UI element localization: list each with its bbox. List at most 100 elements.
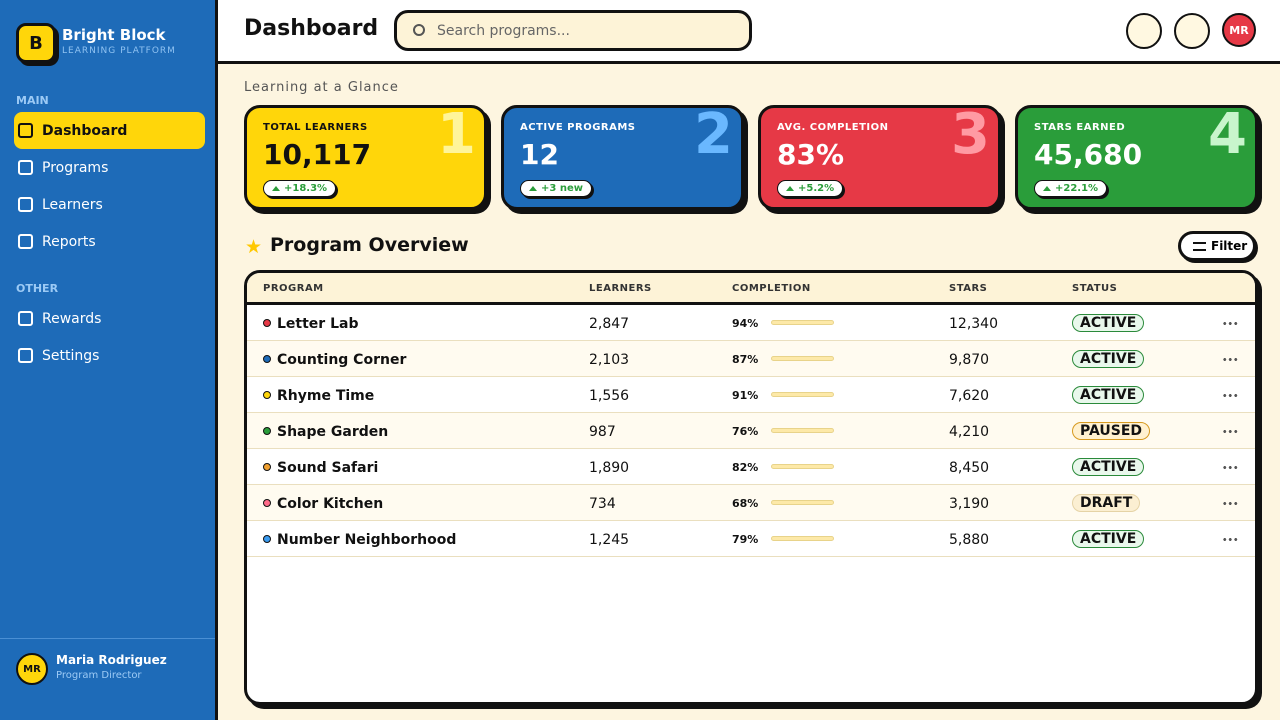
- row-menu[interactable]: [1222, 394, 1238, 397]
- nav-label: Dashboard: [42, 122, 128, 139]
- learners: 734: [589, 496, 616, 512]
- row-menu[interactable]: [1222, 358, 1238, 361]
- section-label: Learning at a Glance: [244, 80, 399, 95]
- program-dot: [263, 463, 271, 471]
- status-badge: ACTIVE: [1072, 458, 1145, 476]
- column-header: LEARNERS: [589, 283, 652, 294]
- nav-item[interactable]: Settings: [14, 337, 205, 374]
- stars: 4,210: [949, 424, 990, 440]
- stat-card: 4 STARS EARNED 45,680 +22.1%: [1015, 105, 1258, 210]
- stat-label: STARS EARNED: [1034, 122, 1126, 133]
- search-icon: [413, 24, 425, 36]
- nav-item[interactable]: Learners: [14, 186, 205, 223]
- search-placeholder: Search programs...: [437, 22, 570, 39]
- table-row: Letter Lab 2,847 94% 12,340 ACTIVE: [247, 305, 1255, 341]
- stat-change: +3 new: [520, 180, 592, 197]
- table-row: Rhyme Time 1,556 91% 7,620 ACTIVE: [247, 377, 1255, 413]
- nav-section: OTHER: [16, 282, 59, 295]
- status-badge: ACTIVE: [1072, 530, 1145, 548]
- program-dot: [263, 535, 271, 543]
- stars: 5,880: [949, 532, 990, 548]
- stat-value: 12: [520, 138, 559, 171]
- logo: B: [16, 23, 56, 63]
- help[interactable]: [1174, 13, 1210, 49]
- nav-item[interactable]: Programs: [14, 149, 205, 186]
- page-title: Dashboard: [244, 16, 379, 41]
- user-avatar[interactable]: MR: [16, 653, 48, 685]
- progress-bar: [771, 536, 834, 541]
- status-badge: ACTIVE: [1072, 314, 1145, 332]
- nav-item[interactable]: Rewards: [14, 300, 205, 337]
- nav-icon: [18, 234, 33, 249]
- table-header: PROGRAM LEARNERS COMPLETION STARS STATUS: [247, 273, 1255, 305]
- filter-button[interactable]: Filter: [1178, 231, 1256, 261]
- stars: 7,620: [949, 388, 990, 404]
- program-dot: [263, 355, 271, 363]
- overview-title: Program Overview: [270, 234, 469, 256]
- stars: 12,340: [949, 316, 998, 332]
- brand-name: Bright Block: [62, 26, 166, 44]
- learners: 1,245: [589, 532, 630, 548]
- progress-bar: [771, 500, 834, 505]
- table-row: Shape Garden 987 76% 4,210 PAUSED: [247, 413, 1255, 449]
- column-header: COMPLETION: [732, 283, 811, 294]
- column-header: STATUS: [1072, 283, 1118, 294]
- learners: 1,890: [589, 460, 630, 476]
- program-dot: [263, 391, 271, 399]
- learners: 2,847: [589, 316, 630, 332]
- row-menu[interactable]: [1222, 430, 1238, 433]
- notifications[interactable]: [1126, 13, 1162, 49]
- star-icon: ★: [245, 236, 263, 258]
- stat-card: 3 AVG. COMPLETION 83% +5.2%: [758, 105, 1001, 210]
- nav-item[interactable]: Reports: [14, 223, 205, 260]
- header-avatar[interactable]: MR: [1222, 13, 1256, 47]
- progress-bar: [771, 428, 834, 433]
- program-dot: [263, 427, 271, 435]
- progress-bar: [771, 320, 834, 325]
- stars: 8,450: [949, 460, 990, 476]
- nav-item[interactable]: Dashboard: [14, 112, 205, 149]
- stat-number: 2: [694, 105, 733, 167]
- stat-change: +22.1%: [1034, 180, 1108, 197]
- program-name: Color Kitchen: [277, 496, 384, 512]
- nav-label: Settings: [42, 347, 100, 364]
- progress-bar: [771, 464, 834, 469]
- program-name: Counting Corner: [277, 352, 407, 368]
- stat-number: 3: [951, 105, 990, 167]
- table-row: Counting Corner 2,103 87% 9,870 ACTIVE: [247, 341, 1255, 377]
- program-name: Number Neighborhood: [277, 532, 457, 548]
- row-menu[interactable]: [1222, 538, 1238, 541]
- learners: 987: [589, 424, 616, 440]
- stat-card: 1 TOTAL LEARNERS 10,117 +18.3%: [244, 105, 487, 210]
- completion: 68%: [732, 497, 759, 510]
- learners: 1,556: [589, 388, 630, 404]
- program-dot: [263, 319, 271, 327]
- stat-number: 4: [1208, 105, 1247, 167]
- progress-bar: [771, 356, 834, 361]
- nav-label: Learners: [42, 196, 103, 213]
- search[interactable]: Search programs...: [394, 10, 752, 51]
- completion: 94%: [732, 317, 759, 330]
- row-menu[interactable]: [1222, 502, 1238, 505]
- program-name: Shape Garden: [277, 424, 389, 440]
- nav-icon: [18, 197, 33, 212]
- status-badge: DRAFT: [1072, 494, 1141, 512]
- row-menu[interactable]: [1222, 322, 1238, 325]
- table-row: Number Neighborhood 1,245 79% 5,880 ACTIVE: [247, 521, 1255, 557]
- completion: 79%: [732, 533, 759, 546]
- header: Dashboard Search programs... MR: [218, 0, 1280, 64]
- filter-icon: [1193, 242, 1206, 251]
- stars: 3,190: [949, 496, 990, 512]
- brand-tagline: LEARNING PLATFORM: [62, 46, 176, 56]
- program-name: Letter Lab: [277, 316, 359, 332]
- stat-label: AVG. COMPLETION: [777, 122, 889, 133]
- nav-label: Rewards: [42, 310, 102, 327]
- column-header: PROGRAM: [263, 283, 324, 294]
- program-dot: [263, 499, 271, 507]
- column-header: STARS: [949, 283, 988, 294]
- progress-bar: [771, 392, 834, 397]
- row-menu[interactable]: [1222, 466, 1238, 469]
- status-badge: ACTIVE: [1072, 386, 1145, 404]
- completion: 82%: [732, 461, 759, 474]
